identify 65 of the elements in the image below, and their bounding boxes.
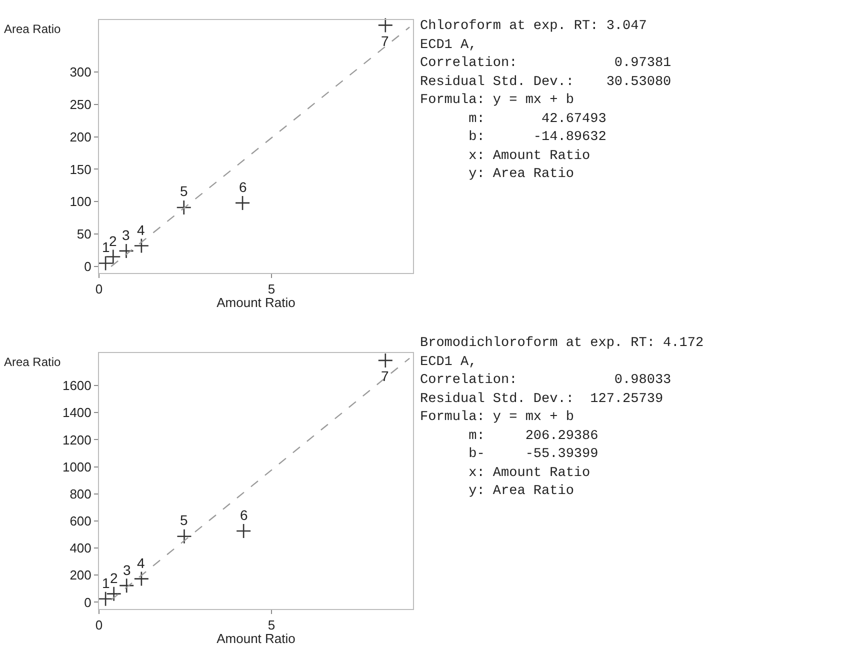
annotation: 2 <box>109 233 117 249</box>
y-tick-label: 1000 <box>62 459 92 474</box>
annotation: 5 <box>180 183 188 199</box>
y-tick-label: 200 <box>70 129 92 144</box>
annotation: 6 <box>239 179 247 195</box>
text: b- -55.39399 <box>468 446 600 464</box>
text: Bromodichloroform at exp. RT: 4.172 <box>420 335 704 353</box>
point <box>378 352 394 368</box>
y-tick-label: 200 <box>70 568 92 583</box>
y-tick-label: 1400 <box>62 405 92 420</box>
text: Residual Std. Dev.: 30.53080 <box>420 74 672 92</box>
y-tick-label: 100 <box>70 194 92 210</box>
text: m: 206.29386 <box>468 428 600 446</box>
text: ECD1 A, <box>420 36 478 54</box>
y-tick-label: 800 <box>70 486 92 502</box>
y-axis-title: Area Ratio <box>4 22 62 36</box>
annotation: 1 <box>102 575 110 591</box>
text: b: -14.89632 <box>468 129 608 147</box>
y-tick-label: 1200 <box>62 432 92 448</box>
annotation: 3 <box>123 562 131 578</box>
point <box>106 586 122 602</box>
point <box>236 523 252 539</box>
text: Chloroform at exp. RT: 3.047 <box>420 18 648 36</box>
point <box>98 256 114 271</box>
text: Formula: y = mx + b <box>420 409 575 427</box>
y-tick-label: 1600 <box>62 378 92 394</box>
annotation: 4 <box>137 555 145 571</box>
annotation: 7 <box>381 368 389 384</box>
y-tick-label: 50 <box>76 226 92 242</box>
annotation: 7 <box>381 33 389 49</box>
annotation: 5 <box>180 512 188 528</box>
point <box>176 528 192 544</box>
point <box>176 200 192 216</box>
point <box>234 195 250 211</box>
x-axis-title: Amount Ratio <box>216 295 296 310</box>
text: m: 42.67493 <box>468 110 608 128</box>
point <box>378 18 394 33</box>
text: ECD1 A, <box>420 354 478 372</box>
annotation: 2 <box>110 570 118 586</box>
point <box>98 591 114 606</box>
annotation: 4 <box>137 222 145 238</box>
y-tick-label: 600 <box>70 514 92 529</box>
y-tick-label: 300 <box>70 64 92 80</box>
text: x: Amount Ratio <box>468 464 592 482</box>
y-tick-label: 0 <box>84 259 92 274</box>
annotation: 3 <box>122 227 130 243</box>
y-tick-label: 400 <box>70 540 92 556</box>
y-tick-label: 0 <box>84 594 92 610</box>
text: Residual Std. Dev.: 127.25739 <box>420 390 664 408</box>
text: Formula: y = mx + b <box>420 92 575 110</box>
text: y: Area Ratio <box>468 483 575 501</box>
text: x: Amount Ratio <box>468 148 592 166</box>
point <box>134 571 150 586</box>
y-tick-label: 250 <box>70 96 92 112</box>
point <box>118 243 134 259</box>
text: y: Area Ratio <box>468 166 575 184</box>
point <box>118 578 134 594</box>
point <box>134 238 150 254</box>
y-tick-label: 150 <box>70 162 92 177</box>
annotation: 6 <box>240 507 248 523</box>
x-axis-title: Amount Ratio <box>216 631 296 646</box>
y-axis-title: Area Ratio <box>4 355 62 369</box>
text: Correlation: 0.97381 <box>420 55 672 73</box>
text: Correlation: 0.98033 <box>420 372 672 390</box>
annotation: 1 <box>102 239 110 255</box>
